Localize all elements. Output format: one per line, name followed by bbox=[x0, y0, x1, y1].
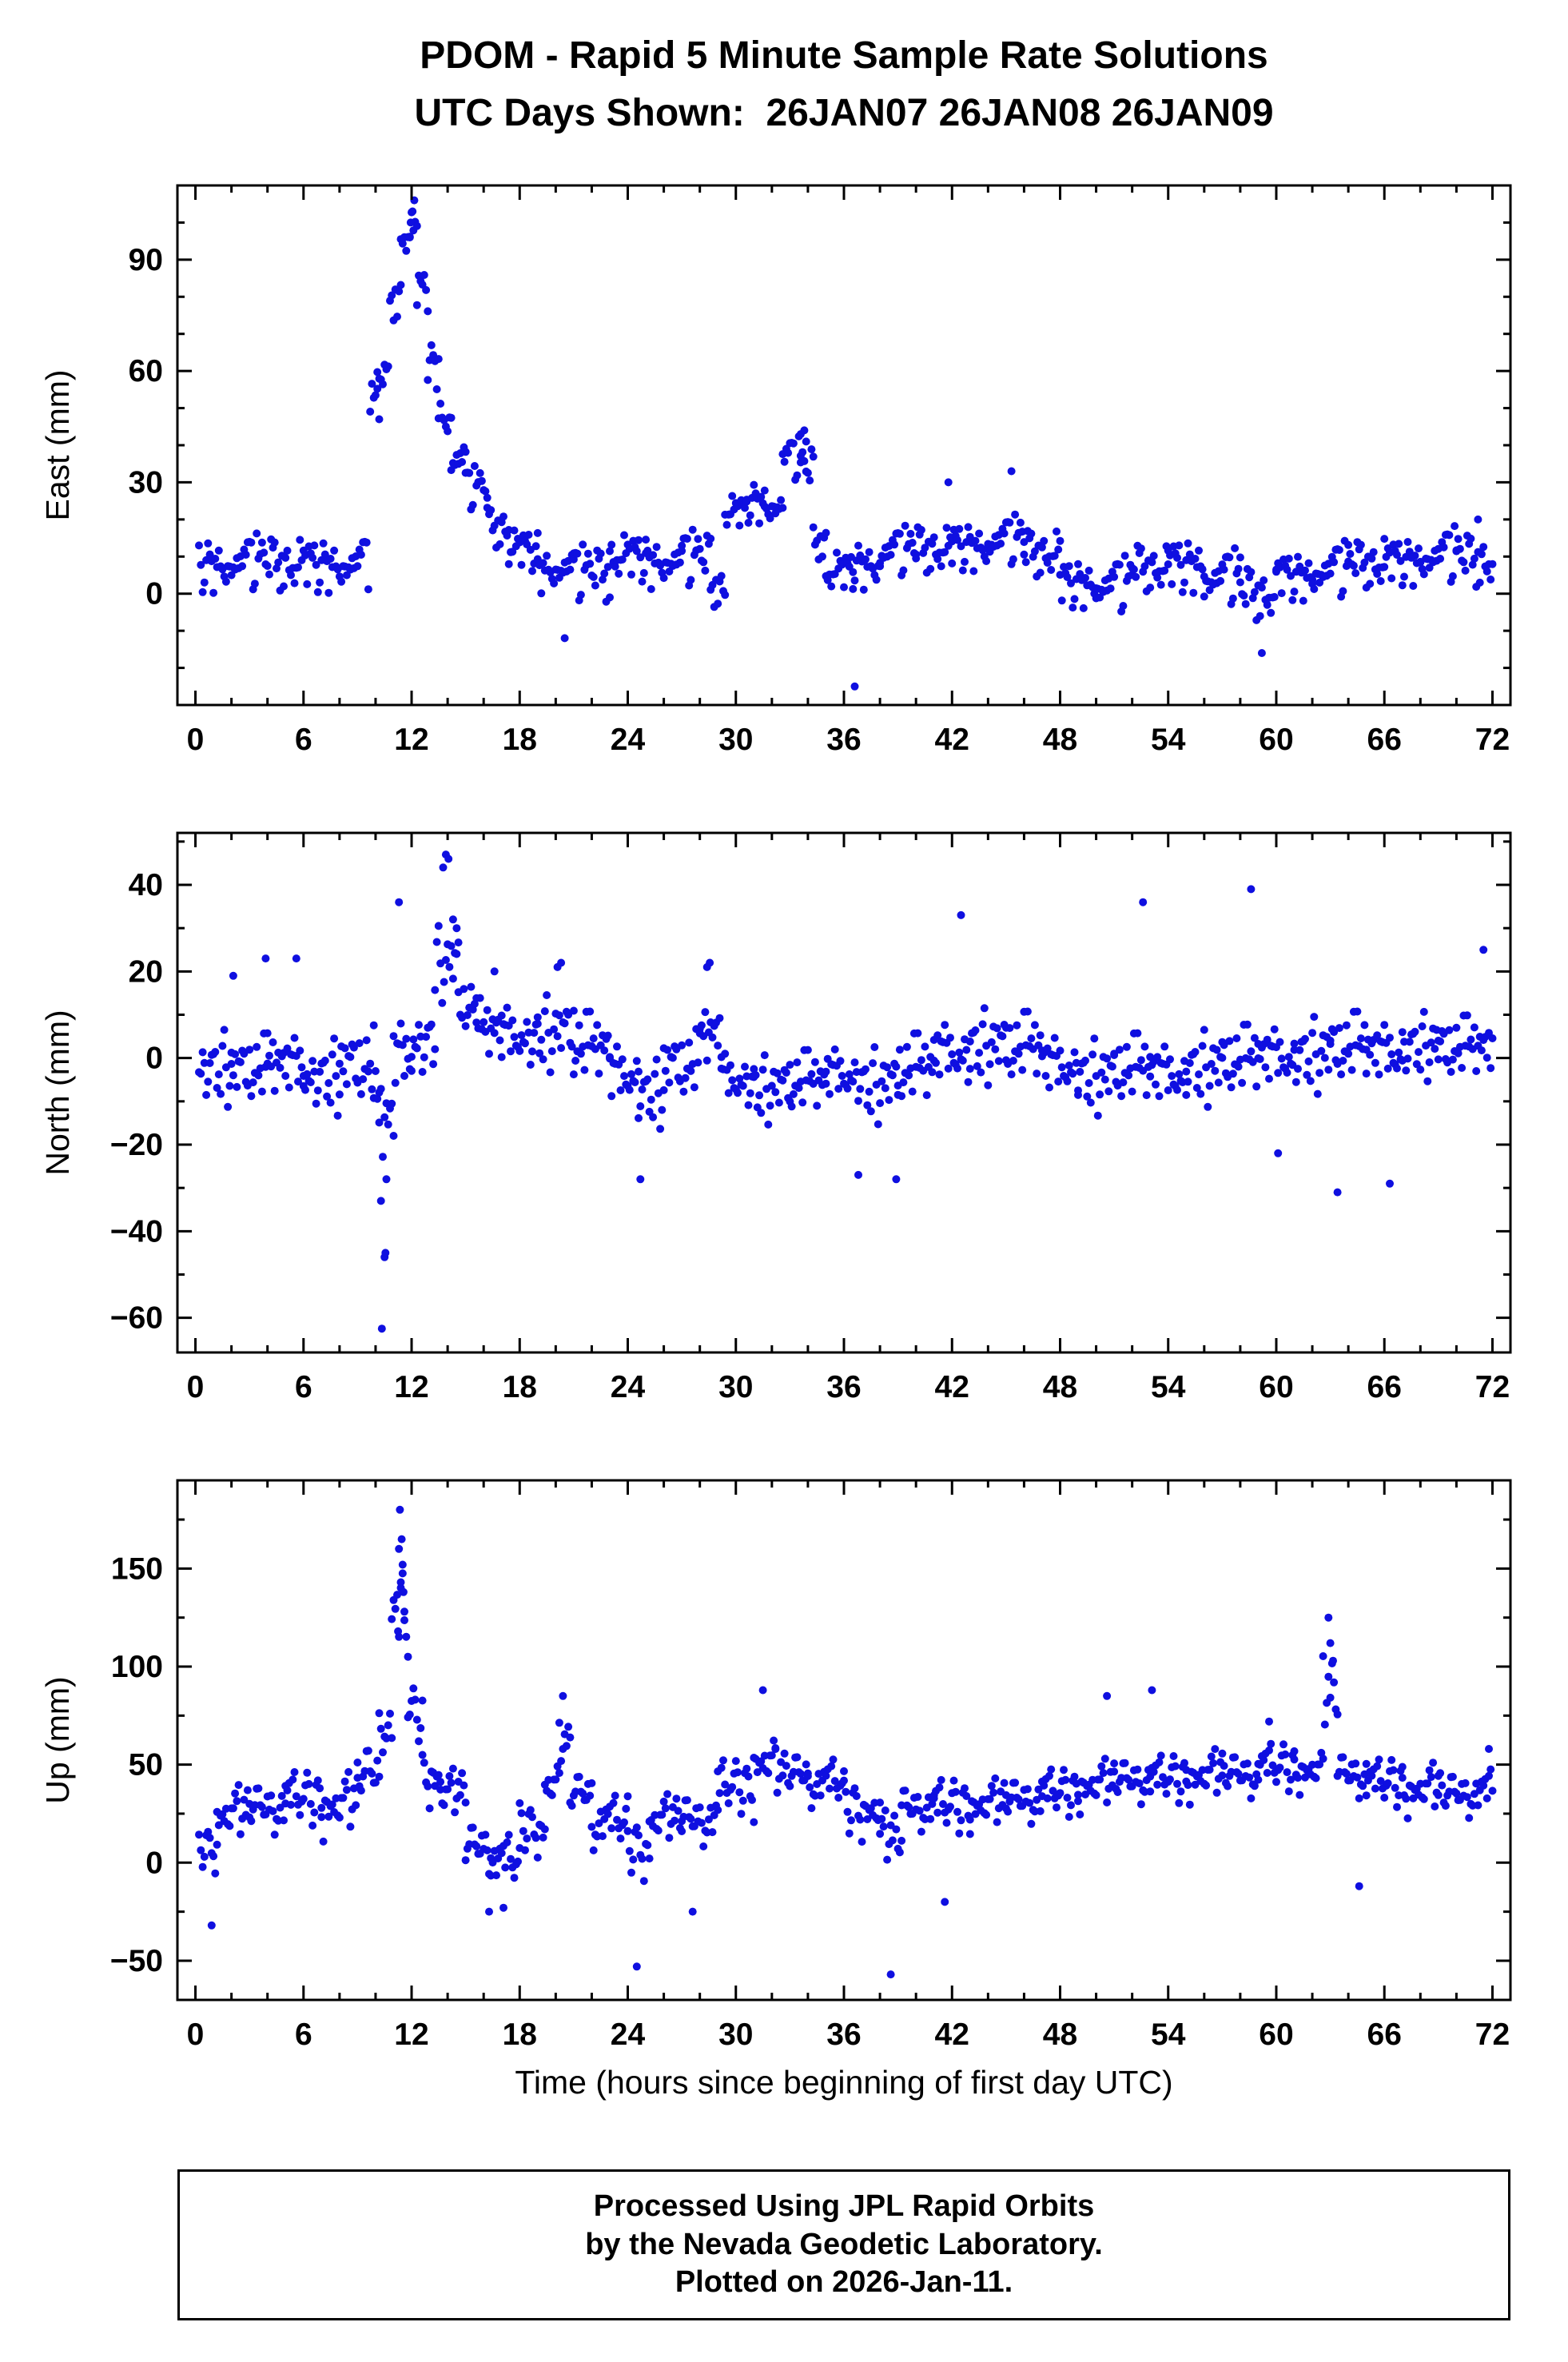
east-x-tick-label: 30 bbox=[718, 723, 753, 757]
east-x-tick-label: 36 bbox=[826, 723, 861, 757]
north-x-tick-label: 18 bbox=[503, 1370, 537, 1404]
up-y-axis-title: Up (mm) bbox=[39, 1676, 76, 1803]
footer-line-orbits: Processed Using JPL Rapid Orbits bbox=[593, 2189, 1095, 2223]
north-y-tick-label: 20 bbox=[129, 954, 163, 989]
up-x-tick-label: 54 bbox=[1151, 2017, 1186, 2052]
footer-box: Processed Using JPL Rapid Orbits by the … bbox=[177, 2169, 1510, 2320]
up-x-tick-label: 66 bbox=[1367, 2017, 1402, 2052]
up-x-tick-label: 72 bbox=[1475, 2017, 1510, 2052]
north-x-tick-label: 30 bbox=[718, 1370, 753, 1404]
east-x-tick-label: 72 bbox=[1475, 723, 1510, 757]
east-y-tick-label: 90 bbox=[129, 243, 163, 277]
north-x-tick-label: 24 bbox=[611, 1370, 646, 1404]
east-x-tick-label: 54 bbox=[1151, 723, 1186, 757]
north-x-tick-label: 54 bbox=[1151, 1370, 1186, 1404]
up-x-tick-label: 36 bbox=[826, 2017, 861, 2052]
north-x-tick-label: 66 bbox=[1367, 1370, 1402, 1404]
north-y-tick-label: −60 bbox=[110, 1301, 163, 1336]
footer-line-date: Plotted on 2026-Jan-11. bbox=[675, 2265, 1013, 2299]
up-y-tick-label: 150 bbox=[111, 1551, 163, 1586]
north-y-tick-label: 40 bbox=[129, 868, 163, 902]
plot-title: PDOM - Rapid 5 Minute Sample Rate Soluti… bbox=[420, 34, 1268, 77]
east-y-tick-label: 0 bbox=[145, 577, 163, 611]
up-x-tick-label: 0 bbox=[187, 2017, 205, 2052]
north-y-tick-label: −40 bbox=[110, 1214, 163, 1249]
up-x-tick-label: 48 bbox=[1043, 2017, 1077, 2052]
east-x-tick-label: 24 bbox=[611, 723, 646, 757]
east-y-tick-label: 60 bbox=[129, 354, 163, 388]
north-x-tick-label: 42 bbox=[935, 1370, 969, 1404]
up-plot-frame bbox=[176, 1479, 1512, 2002]
plot-subtitle: UTC Days Shown: 26JAN07 26JAN08 26JAN09 bbox=[414, 92, 1274, 134]
east-x-tick-label: 12 bbox=[394, 723, 428, 757]
up-x-tick-label: 60 bbox=[1259, 2017, 1293, 2052]
east-x-tick-label: 42 bbox=[935, 723, 969, 757]
north-y-axis-title: North (mm) bbox=[39, 1010, 76, 1175]
up-x-tick-label: 18 bbox=[503, 2017, 537, 2052]
north-x-tick-label: 48 bbox=[1043, 1370, 1077, 1404]
north-x-tick-label: 36 bbox=[826, 1370, 861, 1404]
x-axis-title: Time (hours since beginning of first day… bbox=[515, 2064, 1173, 2101]
east-x-tick-label: 48 bbox=[1043, 723, 1077, 757]
up-x-tick-label: 6 bbox=[295, 2017, 312, 2052]
north-x-tick-label: 72 bbox=[1475, 1370, 1510, 1404]
east-y-tick-label: 30 bbox=[129, 465, 163, 500]
east-plot-frame bbox=[176, 184, 1512, 707]
up-ticks bbox=[177, 1480, 1510, 2000]
up-x-tick-label: 42 bbox=[935, 2017, 969, 2052]
east-x-tick-label: 60 bbox=[1259, 723, 1293, 757]
up-y-tick-label: 50 bbox=[129, 1748, 163, 1782]
north-x-tick-label: 0 bbox=[187, 1370, 205, 1404]
up-y-tick-label: −50 bbox=[110, 1944, 163, 1978]
up-y-tick-label: 100 bbox=[111, 1650, 163, 1684]
north-x-tick-label: 12 bbox=[394, 1370, 428, 1404]
east-ticks bbox=[177, 184, 1510, 707]
north-y-tick-label: 0 bbox=[145, 1042, 163, 1076]
up-x-tick-label: 12 bbox=[394, 2017, 428, 2052]
east-y-axis-title: East (mm) bbox=[39, 369, 76, 520]
up-data-points bbox=[195, 1505, 1497, 1979]
north-x-tick-label: 60 bbox=[1259, 1370, 1293, 1404]
east-x-tick-label: 0 bbox=[187, 723, 205, 757]
east-x-tick-label: 6 bbox=[295, 723, 312, 757]
east-data-points bbox=[195, 196, 1497, 691]
north-data-points bbox=[195, 850, 1497, 1333]
east-x-tick-label: 18 bbox=[503, 723, 537, 757]
north-x-tick-label: 6 bbox=[295, 1370, 312, 1404]
north-ticks bbox=[177, 833, 1510, 1352]
up-y-tick-label: 0 bbox=[145, 1846, 163, 1880]
footer-line-lab: by the Nevada Geodetic Laboratory. bbox=[585, 2227, 1103, 2261]
north-y-tick-label: −20 bbox=[110, 1128, 163, 1162]
up-x-tick-label: 24 bbox=[611, 2017, 646, 2052]
up-x-tick-label: 30 bbox=[718, 2017, 753, 2052]
east-x-tick-label: 66 bbox=[1367, 723, 1402, 757]
